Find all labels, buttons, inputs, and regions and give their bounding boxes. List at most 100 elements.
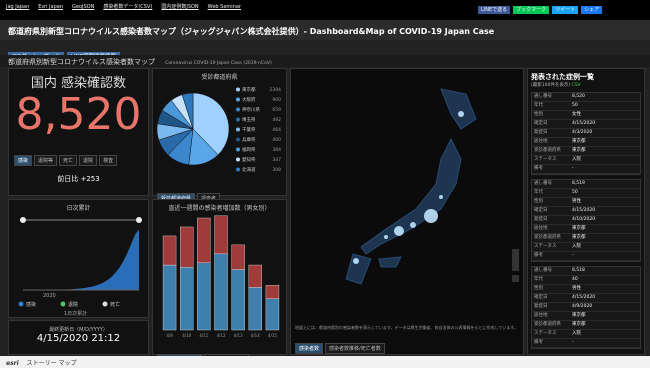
pref-name: 愛知県 — [242, 156, 256, 163]
x-axis-label: 2020 — [43, 293, 56, 299]
bar-segment — [180, 226, 194, 268]
pref-value: 464 — [272, 127, 281, 133]
case-value: 4/15/2020 — [572, 208, 596, 213]
weekly-panel: 直近一週間の感染者増加数（男女別） 4/9 4/10 4/11 4/12 4/13 4/1… — [152, 199, 287, 365]
case-row: 通し番号 8,519 — [532, 180, 640, 189]
case-field: 備考 — [534, 166, 543, 171]
subtitle: 都道府県別新型コロナウイルス感染者数マップ — [8, 58, 155, 66]
case-field: 発症日 — [534, 217, 548, 222]
legend-swatch — [236, 117, 240, 122]
total-diff: 前日比 +253 — [57, 175, 100, 183]
legend-swatch — [236, 157, 240, 162]
daily-tab: 1日次累計 — [64, 310, 87, 317]
case-row: 性別 男性 — [532, 285, 640, 294]
case-value: 4/15/2020 — [572, 295, 596, 300]
case-field: ステータス — [534, 157, 557, 162]
nav-link[interactable]: Esri Japan — [38, 4, 63, 10]
bar-segment — [265, 284, 280, 299]
case-field: 備考 — [534, 340, 543, 345]
pref-value: 900 — [272, 97, 281, 103]
share-button[interactable]: LINEで送る — [478, 6, 511, 14]
legend-label: 退院 — [68, 301, 78, 308]
legend-swatch — [236, 107, 240, 112]
bar-segment — [265, 298, 280, 331]
legend-swatch — [102, 301, 108, 307]
cumulative-area — [23, 229, 139, 290]
share-button[interactable]: シェア — [581, 6, 603, 14]
pref-value: 347 — [272, 157, 281, 163]
pie-slice — [181, 92, 194, 130]
pref-panel: 受診都道府県 東京都 2394 大阪府 900 神奈川県 659 埼玉県 492 千葉県 464 兵… — [152, 68, 287, 204]
case-row: 年代 50 — [532, 189, 640, 198]
cases-panel: 発表された症例一覧 (最新100件を表示) CSV 通し番号 8,520 年代 50 性… — [527, 68, 645, 355]
case-value: 入院 — [572, 331, 581, 336]
weekly-chart: 4/9 4/10 4/11 4/12 4/13 4/14 4/15 — [162, 215, 280, 338]
map-note: 地図上には、都道府県別の感染者数を表示しています。データは厚生労働省、各自治体の… — [295, 325, 518, 330]
case-row: 受診都道府県 東京都 — [532, 321, 640, 330]
subtitle-bar: 都道府県別新型コロナウイルス感染者数マップ Coronavirus COVID-… — [0, 55, 650, 67]
tab[interactable]: 検査 — [99, 155, 118, 166]
nav-link[interactable]: Web Seminar — [207, 4, 241, 10]
pref-value: 659 — [272, 107, 281, 113]
pref-name: 埼玉県 — [242, 116, 256, 123]
case-value: 東京都 — [572, 226, 586, 231]
share-button[interactable]: ブックマーク — [513, 6, 550, 14]
x-tick-label: 4/10 — [182, 333, 191, 338]
nav-link[interactable]: GeoJSON — [72, 4, 95, 10]
cases-list: 通し番号 8,520 年代 50 性別 女性 確定日 4/15/2020 発症日 4/3/2020… — [528, 92, 644, 349]
case-value: 4/10/2020 — [572, 217, 596, 222]
case-value: - — [572, 340, 574, 345]
case-field: 居住地 — [534, 226, 548, 231]
nav-link[interactable]: 国内症例数JSON — [161, 4, 199, 10]
csv-link[interactable]: CSV — [571, 83, 581, 88]
pref-value: 308 — [272, 167, 281, 173]
slider-handle[interactable] — [20, 217, 26, 223]
map-panel: 地図上には、都道府県別の感染者数を表示しています。データは厚生労働省、各自治体の… — [290, 68, 524, 355]
pref-name: 東京都 — [242, 86, 256, 93]
case-value: 8,518 — [572, 268, 585, 273]
tab[interactable]: 感染者数推移/死亡者数 — [325, 343, 385, 354]
tab[interactable]: 退院等 — [34, 155, 58, 166]
case-field: 確定日 — [534, 208, 548, 213]
case-field: 確定日 — [534, 295, 548, 300]
case-row: 通し番号 8,518 — [532, 267, 640, 276]
pref-value: 400 — [272, 137, 281, 143]
nav-link[interactable]: Jag Japan — [6, 4, 30, 10]
case-field: 発症日 — [534, 130, 548, 135]
share-button[interactable]: ツイート — [552, 6, 579, 14]
bar-segment — [162, 235, 177, 266]
case-row: 発症日 4/10/2020 — [532, 216, 640, 225]
pref-name: 福岡県 — [242, 146, 256, 153]
case-row: 性別 男性 — [532, 198, 640, 207]
total-title: 国内 感染確認数 — [30, 76, 127, 91]
case-field: 通し番号 — [534, 268, 552, 273]
tab[interactable]: 感染者数 — [295, 343, 324, 354]
case-value: 8,520 — [572, 94, 585, 99]
case-row: 備考 - — [532, 252, 640, 261]
total-panel: 国内 感染確認数 8,520 感染 退院等 死亡 退院 検査 前日比 +253 — [8, 68, 149, 196]
case-row: 年代 40 — [532, 276, 640, 285]
case-value: 4/3/2020 — [572, 130, 593, 135]
legend-swatch — [60, 301, 66, 307]
case-value: - — [572, 253, 574, 258]
case-record: 通し番号 8,519 年代 50 性別 男性 確定日 4/15/2020 発症日 4/10/202… — [531, 179, 641, 262]
tab[interactable]: 死亡 — [59, 155, 78, 166]
case-row: 受診都道府県 東京都 — [532, 234, 640, 243]
share-buttons: LINEで送る ブックマーク ツイート シェア — [478, 6, 605, 14]
bar-segment — [214, 253, 228, 331]
case-value: 50 — [572, 103, 578, 108]
slider-handle[interactable] — [136, 217, 142, 223]
x-tick-label: 4/12 — [217, 333, 226, 338]
case-field: 通し番号 — [534, 181, 552, 186]
map-tabs: 感染者数 感染者数推移/死亡者数 — [295, 335, 523, 354]
legend-swatch — [236, 87, 240, 92]
case-value: 男性 — [572, 199, 581, 204]
case-field: 居住地 — [534, 139, 548, 144]
nav-link[interactable]: 感染者数データ(CSV) — [103, 4, 153, 10]
tab[interactable]: 退院 — [79, 155, 98, 166]
case-value: 8,519 — [572, 181, 585, 186]
pref-name: 大阪府 — [242, 96, 256, 103]
bar-segment — [248, 264, 263, 288]
pref-value: 2394 — [270, 87, 282, 93]
tab[interactable]: 感染 — [14, 155, 33, 166]
